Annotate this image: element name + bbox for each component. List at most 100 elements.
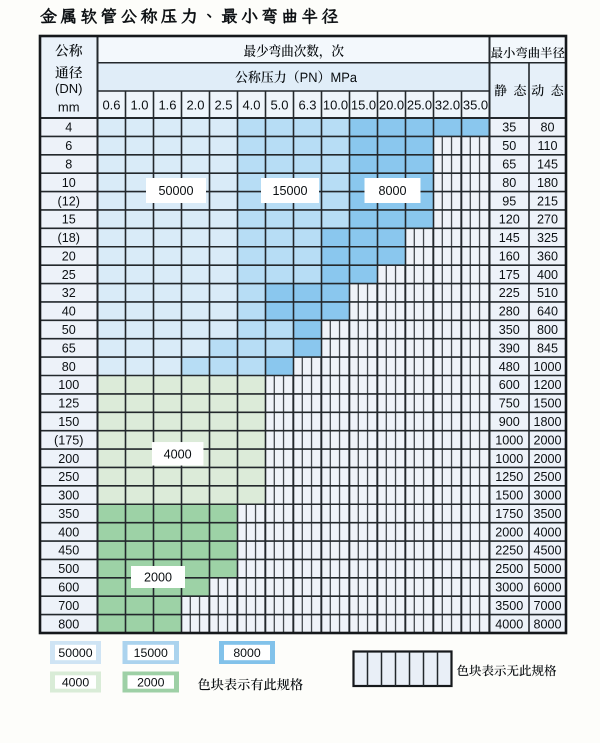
svg-text:225: 225 xyxy=(499,286,520,300)
svg-text:20.0: 20.0 xyxy=(379,97,404,112)
svg-text:390: 390 xyxy=(499,341,520,355)
svg-text:35: 35 xyxy=(502,121,516,135)
svg-text:280: 280 xyxy=(499,305,520,319)
svg-text:100: 100 xyxy=(58,378,79,392)
svg-text:35.0: 35.0 xyxy=(463,97,488,112)
svg-text:2500: 2500 xyxy=(533,470,561,484)
svg-text:1.0: 1.0 xyxy=(130,97,148,112)
svg-text:400: 400 xyxy=(537,268,558,282)
svg-text:50000: 50000 xyxy=(58,646,92,660)
svg-text:1000: 1000 xyxy=(495,452,523,466)
svg-text:1500: 1500 xyxy=(533,397,561,411)
svg-text:360: 360 xyxy=(537,249,558,263)
svg-text:32: 32 xyxy=(62,286,76,300)
svg-text:1.6: 1.6 xyxy=(158,97,176,112)
svg-text:1250: 1250 xyxy=(495,470,523,484)
svg-text:8000: 8000 xyxy=(378,184,406,198)
svg-text:300: 300 xyxy=(58,489,79,503)
svg-text:(12): (12) xyxy=(58,194,80,208)
svg-text:6.3: 6.3 xyxy=(298,97,316,112)
svg-text:4500: 4500 xyxy=(533,544,561,558)
svg-text:80: 80 xyxy=(502,176,516,190)
svg-text:2000: 2000 xyxy=(495,525,523,539)
svg-text:160: 160 xyxy=(499,249,520,263)
svg-text:3000: 3000 xyxy=(533,489,561,503)
svg-text:40: 40 xyxy=(62,305,76,319)
svg-text:900: 900 xyxy=(499,415,520,429)
svg-text:1000: 1000 xyxy=(495,433,523,447)
svg-text:mm: mm xyxy=(58,100,80,115)
svg-text:15000: 15000 xyxy=(272,184,307,198)
svg-text:125: 125 xyxy=(58,397,79,411)
svg-text:600: 600 xyxy=(58,581,79,595)
svg-text:1000: 1000 xyxy=(533,360,561,374)
svg-text:145: 145 xyxy=(499,231,520,245)
svg-text:325: 325 xyxy=(537,231,558,245)
svg-text:1800: 1800 xyxy=(533,415,561,429)
svg-text:180: 180 xyxy=(537,176,558,190)
svg-text:150: 150 xyxy=(58,415,79,429)
svg-text:15000: 15000 xyxy=(134,646,168,660)
svg-text:80: 80 xyxy=(62,360,76,374)
svg-text:200: 200 xyxy=(58,452,79,466)
svg-text:510: 510 xyxy=(537,286,558,300)
svg-text:4000: 4000 xyxy=(533,525,561,539)
svg-text:2000: 2000 xyxy=(137,675,165,689)
svg-text:(18): (18) xyxy=(58,231,80,245)
svg-text:2250: 2250 xyxy=(495,544,523,558)
svg-text:600: 600 xyxy=(499,378,520,392)
svg-text:175: 175 xyxy=(499,268,520,282)
svg-text:4000: 4000 xyxy=(164,447,192,461)
svg-text:15: 15 xyxy=(62,213,76,227)
svg-text:3000: 3000 xyxy=(495,581,523,595)
svg-text:50: 50 xyxy=(502,139,516,153)
svg-text:5.0: 5.0 xyxy=(270,97,288,112)
svg-text:25.0: 25.0 xyxy=(407,97,432,112)
svg-text:6000: 6000 xyxy=(533,581,561,595)
svg-text:270: 270 xyxy=(537,213,558,227)
svg-text:50: 50 xyxy=(62,323,76,337)
svg-text:2.5: 2.5 xyxy=(214,97,232,112)
svg-text:1500: 1500 xyxy=(495,489,523,503)
svg-text:65: 65 xyxy=(502,157,516,171)
svg-text:20: 20 xyxy=(62,249,76,263)
svg-text:4: 4 xyxy=(65,121,72,135)
svg-text:110: 110 xyxy=(537,139,557,153)
svg-text:1200: 1200 xyxy=(533,378,561,392)
svg-text:500: 500 xyxy=(58,562,79,576)
svg-text:(175): (175) xyxy=(54,433,83,447)
svg-text:120: 120 xyxy=(499,213,520,227)
svg-text:1750: 1750 xyxy=(495,507,523,521)
svg-text:4000: 4000 xyxy=(62,675,90,689)
svg-text:4000: 4000 xyxy=(495,617,523,631)
svg-text:2500: 2500 xyxy=(495,562,523,576)
svg-text:845: 845 xyxy=(537,341,558,355)
svg-text:50000: 50000 xyxy=(158,184,193,198)
svg-text:80: 80 xyxy=(540,121,554,135)
svg-text:2000: 2000 xyxy=(144,571,172,585)
svg-text:350: 350 xyxy=(499,323,520,337)
svg-text:8: 8 xyxy=(65,157,72,171)
svg-text:450: 450 xyxy=(58,544,79,558)
svg-text:10.0: 10.0 xyxy=(323,97,348,112)
svg-text:2000: 2000 xyxy=(533,452,561,466)
svg-text:400: 400 xyxy=(58,525,79,539)
svg-text:8000: 8000 xyxy=(233,646,261,660)
svg-text:6: 6 xyxy=(65,139,72,153)
svg-text:65: 65 xyxy=(62,341,76,355)
svg-text:700: 700 xyxy=(58,599,79,613)
svg-text:215: 215 xyxy=(537,194,558,208)
svg-text:7000: 7000 xyxy=(533,599,561,613)
svg-text:32.0: 32.0 xyxy=(435,97,460,112)
svg-text:2.0: 2.0 xyxy=(186,97,204,112)
svg-text:800: 800 xyxy=(58,617,79,631)
svg-text:145: 145 xyxy=(537,157,558,171)
svg-text:800: 800 xyxy=(537,323,558,337)
svg-text:2000: 2000 xyxy=(533,433,561,447)
svg-text:3500: 3500 xyxy=(495,599,523,613)
svg-text:95: 95 xyxy=(502,194,516,208)
svg-text:4.0: 4.0 xyxy=(242,97,260,112)
svg-text:25: 25 xyxy=(62,268,76,282)
svg-text:5000: 5000 xyxy=(533,562,561,576)
svg-text:(DN): (DN) xyxy=(55,81,82,96)
